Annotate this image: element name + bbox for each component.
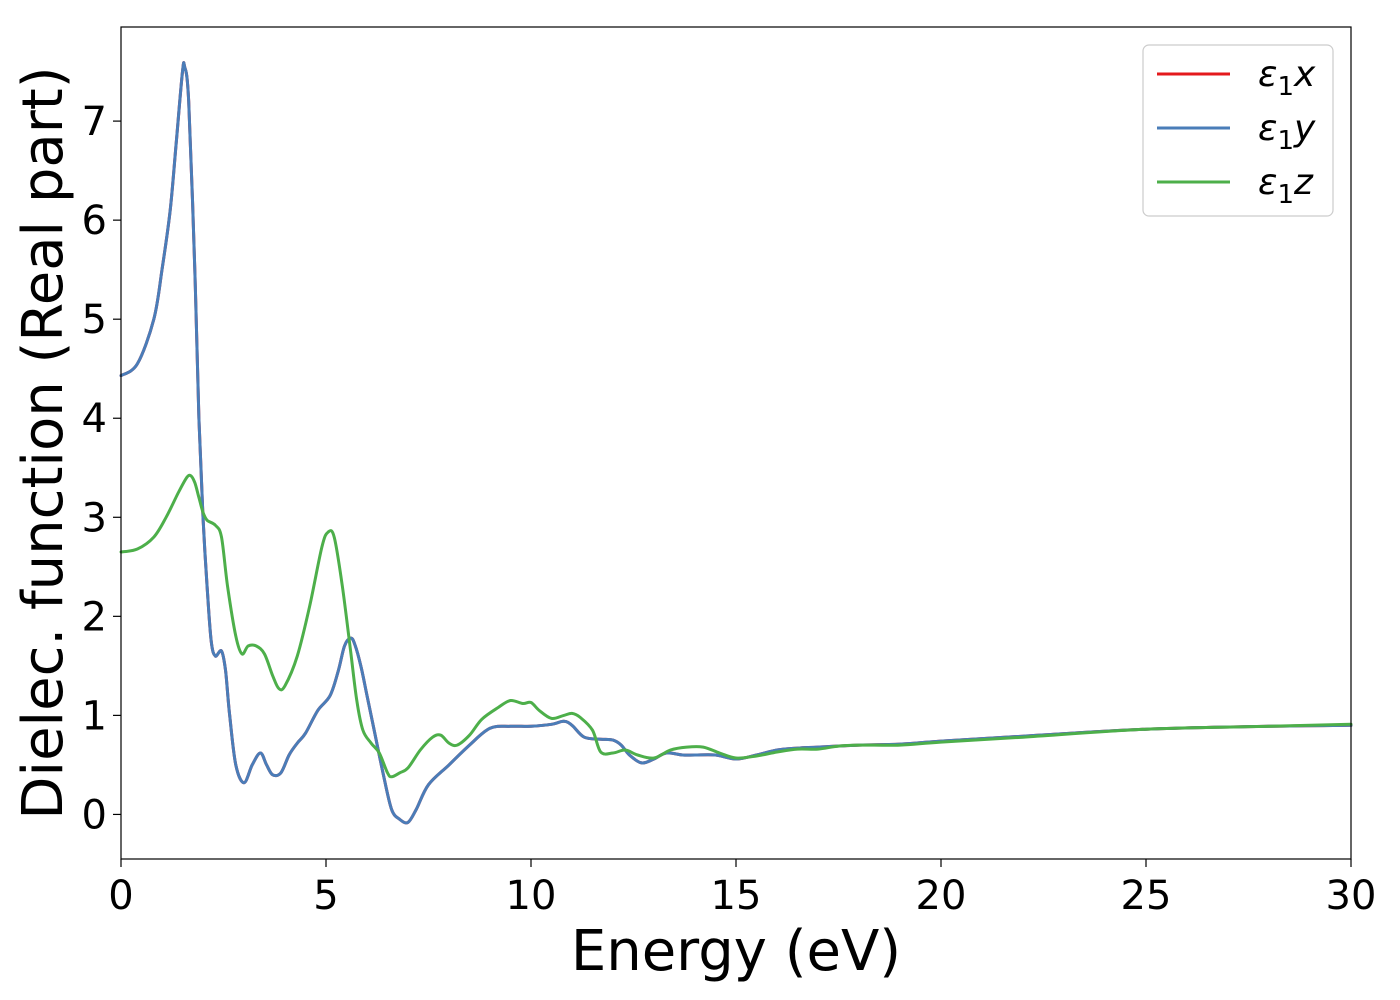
x-tick-label: 20: [916, 873, 967, 919]
legend-label-y: ε1y: [1258, 108, 1316, 156]
x-tick-label: 25: [1121, 873, 1172, 919]
series-line-z: [119, 473, 1353, 779]
x-tick-label: 15: [711, 873, 762, 919]
x-tick-label: 0: [108, 873, 133, 919]
y-tick-label: 3: [82, 495, 107, 541]
legend: ε1x ε1y ε1z: [1142, 44, 1334, 217]
legend-box: [1142, 44, 1334, 217]
y-tick-label: 1: [82, 693, 107, 739]
x-axis-ticks: 0 5 10 15 20 25 30: [108, 859, 1376, 919]
y-tick-label: 0: [82, 792, 107, 838]
x-tick-label: 10: [506, 873, 557, 919]
legend-label-x: ε1x: [1258, 54, 1316, 102]
y-axis-label: Dielec. function (Real part): [11, 66, 76, 819]
y-tick-label: 2: [82, 594, 107, 640]
y-tick-label: 6: [82, 198, 107, 244]
y-axis-ticks: 0 1 2 3 4 5 6 7: [82, 99, 121, 838]
legend-label-z: ε1z: [1258, 162, 1314, 210]
y-tick-label: 7: [82, 99, 107, 145]
x-axis-label: Energy (eV): [571, 919, 901, 984]
y-tick-label: 4: [82, 396, 107, 442]
y-tick-label: 5: [82, 297, 107, 343]
series-line-y: [119, 61, 1353, 825]
x-tick-label: 30: [1326, 873, 1377, 919]
series-layer: [119, 61, 1353, 825]
x-tick-label: 5: [313, 873, 338, 919]
